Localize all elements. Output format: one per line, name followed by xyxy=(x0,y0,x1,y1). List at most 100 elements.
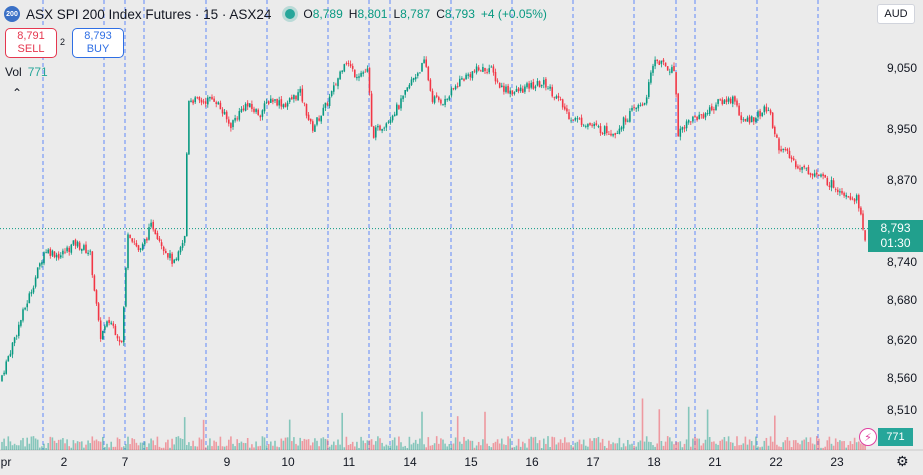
volume-bar xyxy=(112,446,115,450)
volume-legend[interactable]: Vol 771 xyxy=(5,65,48,79)
volume-bar xyxy=(91,436,94,450)
candle-body xyxy=(664,62,667,67)
market-status-icon[interactable] xyxy=(285,9,296,19)
volume-bar xyxy=(322,437,325,450)
open-value: 8,789 xyxy=(312,7,343,21)
candle-body xyxy=(55,254,58,258)
candle-body xyxy=(713,109,715,111)
candle-body xyxy=(39,263,41,267)
volume-bar xyxy=(467,439,469,450)
candle-body xyxy=(274,99,276,101)
volume-bar xyxy=(664,441,667,450)
volume-bar xyxy=(146,446,148,450)
volume-bar xyxy=(272,445,274,450)
volume-bar xyxy=(253,447,255,450)
volume-bar xyxy=(524,443,526,450)
volume-bar xyxy=(330,444,333,450)
volume-bar xyxy=(538,440,541,450)
candle-body xyxy=(173,259,175,263)
volume-bar xyxy=(87,440,89,450)
candle-body xyxy=(816,172,818,175)
candle-body xyxy=(167,253,169,258)
candle-body xyxy=(393,114,396,117)
volume-bar xyxy=(522,441,524,450)
volume-bar xyxy=(34,438,37,450)
candle-body xyxy=(217,102,220,105)
candle-body xyxy=(505,86,507,93)
volume-bar xyxy=(442,439,444,450)
candle-body xyxy=(351,65,354,69)
lightning-icon[interactable]: ⚡ xyxy=(859,428,877,446)
volume-bar xyxy=(251,444,253,450)
volume-bar xyxy=(305,439,308,450)
volume-bar xyxy=(610,444,612,450)
volume-bar xyxy=(862,444,864,450)
volume-bar xyxy=(160,447,163,450)
candle-body xyxy=(284,103,287,108)
candle-body xyxy=(204,101,207,104)
candle-body xyxy=(385,123,388,128)
volume-bar xyxy=(486,443,488,450)
volume-bar xyxy=(593,438,595,450)
candle-body xyxy=(53,251,56,258)
volume-bar xyxy=(49,436,52,450)
candle-body xyxy=(183,235,186,243)
candle-body xyxy=(7,356,10,362)
candle-body xyxy=(740,115,742,120)
volume-bar xyxy=(280,438,283,450)
candle-body xyxy=(349,64,352,67)
candle-body xyxy=(297,92,299,101)
volume-bar xyxy=(618,437,621,450)
volume-bar xyxy=(15,445,18,450)
volume-bar xyxy=(18,445,20,450)
candle-body xyxy=(778,138,780,151)
volume-bar xyxy=(568,442,570,450)
volume-bar xyxy=(729,442,732,450)
sell-button[interactable]: 8,791 SELL xyxy=(5,28,57,58)
candle-body xyxy=(162,246,165,252)
symbol-logo[interactable]: 200 xyxy=(4,6,20,22)
volume-bar xyxy=(89,443,91,450)
volume-bar xyxy=(719,440,721,450)
volume-bar xyxy=(799,444,801,450)
candle-body xyxy=(700,114,703,116)
currency-button[interactable]: AUD xyxy=(877,4,915,24)
volume-bar xyxy=(788,440,791,450)
high-value: 8,801 xyxy=(357,7,388,21)
candle-body xyxy=(471,71,474,79)
volume-bar xyxy=(830,443,833,450)
volume-bar xyxy=(837,441,839,450)
candle-body xyxy=(11,342,14,355)
candle-body xyxy=(43,252,45,264)
volume-bar xyxy=(9,441,12,450)
volume-bar xyxy=(845,447,847,450)
volume-bar xyxy=(637,442,640,450)
volume-bar xyxy=(57,439,60,450)
volume-bar xyxy=(337,439,339,450)
symbol-title[interactable]: ASX SPI 200 Index Futures · 15 · ASX24 xyxy=(26,6,272,22)
candle-body xyxy=(99,320,102,340)
volume-bar xyxy=(620,447,623,450)
volume-bar xyxy=(120,447,123,450)
candle-body xyxy=(127,234,129,269)
candle-body xyxy=(456,86,459,87)
gear-icon[interactable]: ⚙ xyxy=(896,453,909,469)
last-price-marker: 8,793 01:30 xyxy=(868,220,923,252)
volume-bar xyxy=(20,440,22,450)
candle-body xyxy=(93,275,96,291)
candle-body xyxy=(795,161,797,168)
buy-button[interactable]: 8,793 BUY xyxy=(72,28,124,58)
volume-label: Vol xyxy=(5,65,22,79)
candle-body xyxy=(60,255,62,258)
volume-bar xyxy=(36,439,39,450)
volume-bar xyxy=(240,441,243,450)
volume-bar xyxy=(326,439,329,450)
low-value: 8,787 xyxy=(400,7,431,21)
candle-body xyxy=(249,103,251,108)
chevron-up-icon[interactable]: ⌃ xyxy=(12,86,23,100)
y-tick-label: 8,950 xyxy=(886,122,917,136)
candle-body xyxy=(377,125,379,128)
candle-body xyxy=(591,124,593,126)
candle-body xyxy=(855,195,858,201)
